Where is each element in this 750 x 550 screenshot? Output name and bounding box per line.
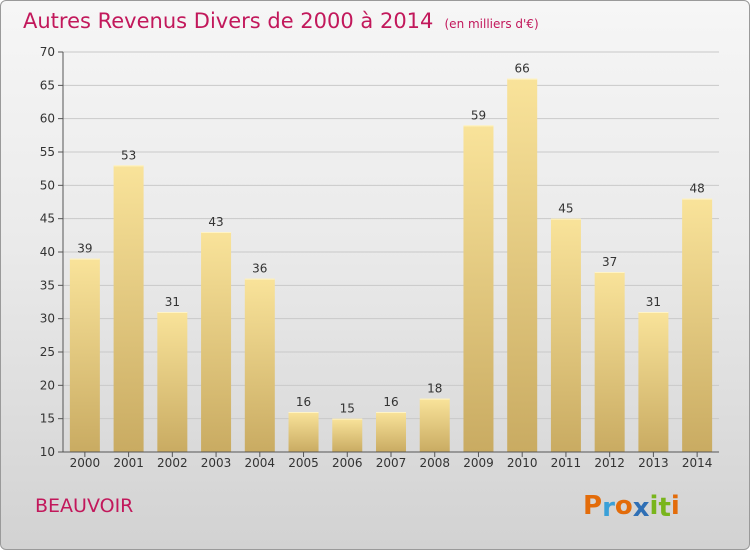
x-tick-label: 2007 <box>376 456 407 470</box>
chart-unit: (en milliers d'€) <box>444 17 539 31</box>
x-tick-label: 2010 <box>507 456 538 470</box>
chart-title-text: Autres Revenus Divers de 2000 à 2014 <box>23 9 434 33</box>
bar <box>594 272 625 452</box>
bar <box>332 418 363 452</box>
bar <box>376 412 406 452</box>
data-label: 18 <box>427 382 442 396</box>
x-tick-label: 2000 <box>70 456 101 470</box>
logo-letter: i <box>670 491 680 521</box>
x-tick-label: 2012 <box>594 456 625 470</box>
bar <box>113 165 144 453</box>
bar <box>638 312 669 452</box>
y-tick-label: 30 <box>40 312 55 326</box>
y-tick-label: 45 <box>40 212 55 226</box>
y-tick-label: 40 <box>40 245 55 259</box>
data-label: 39 <box>77 242 92 256</box>
x-tick-label: 2003 <box>201 456 232 470</box>
data-label: 43 <box>208 215 223 229</box>
data-label: 45 <box>558 202 573 216</box>
logo-letter: P <box>583 491 603 521</box>
bar <box>288 412 319 452</box>
data-label: 31 <box>165 295 180 309</box>
bar <box>201 232 232 452</box>
logo-letter: x <box>632 493 650 523</box>
x-tick-label: 2009 <box>463 456 494 470</box>
y-tick-label: 60 <box>40 112 55 126</box>
data-label: 15 <box>340 402 355 416</box>
x-tick-label: 2005 <box>288 456 319 470</box>
y-tick-label: 10 <box>40 445 55 459</box>
bar <box>419 398 450 452</box>
data-label: 66 <box>515 62 530 76</box>
x-tick-label: 2004 <box>245 456 276 470</box>
commune-name: BEAUVOIR <box>35 495 134 517</box>
logo-letter: r <box>602 493 615 523</box>
x-tick-label: 2008 <box>419 456 450 470</box>
bar <box>157 312 188 452</box>
logo-letter: i <box>649 491 659 521</box>
y-tick-label: 70 <box>40 45 55 59</box>
proxiti-logo: Proxiti <box>583 491 680 523</box>
x-tick-label: 2013 <box>638 456 669 470</box>
data-label: 59 <box>471 108 486 122</box>
logo-letter: o <box>614 491 633 521</box>
data-label: 16 <box>383 395 398 409</box>
data-label: 48 <box>689 182 704 196</box>
data-label: 31 <box>646 295 661 309</box>
y-tick-label: 25 <box>40 345 55 359</box>
bar <box>69 258 100 452</box>
bar <box>244 278 275 452</box>
y-tick-label: 15 <box>40 412 55 426</box>
y-tick-label: 65 <box>40 78 55 92</box>
bar <box>463 125 494 452</box>
data-label: 16 <box>296 395 311 409</box>
x-tick-label: 2011 <box>551 456 582 470</box>
data-label: 53 <box>121 148 136 162</box>
data-label: 36 <box>252 262 267 276</box>
chart-title: Autres Revenus Divers de 2000 à 2014 (en… <box>23 9 539 33</box>
y-tick-label: 55 <box>40 145 55 159</box>
logo-letter: t <box>658 493 671 523</box>
x-tick-label: 2006 <box>332 456 363 470</box>
data-label: 37 <box>602 255 617 269</box>
x-tick-label: 2014 <box>682 456 713 470</box>
bar <box>507 78 538 453</box>
bar <box>682 198 713 452</box>
x-tick-label: 2001 <box>113 456 144 470</box>
y-tick-label: 20 <box>40 378 55 392</box>
y-tick-label: 35 <box>40 278 55 292</box>
bar <box>550 218 581 452</box>
x-tick-label: 2002 <box>157 456 188 470</box>
y-tick-label: 50 <box>40 178 55 192</box>
